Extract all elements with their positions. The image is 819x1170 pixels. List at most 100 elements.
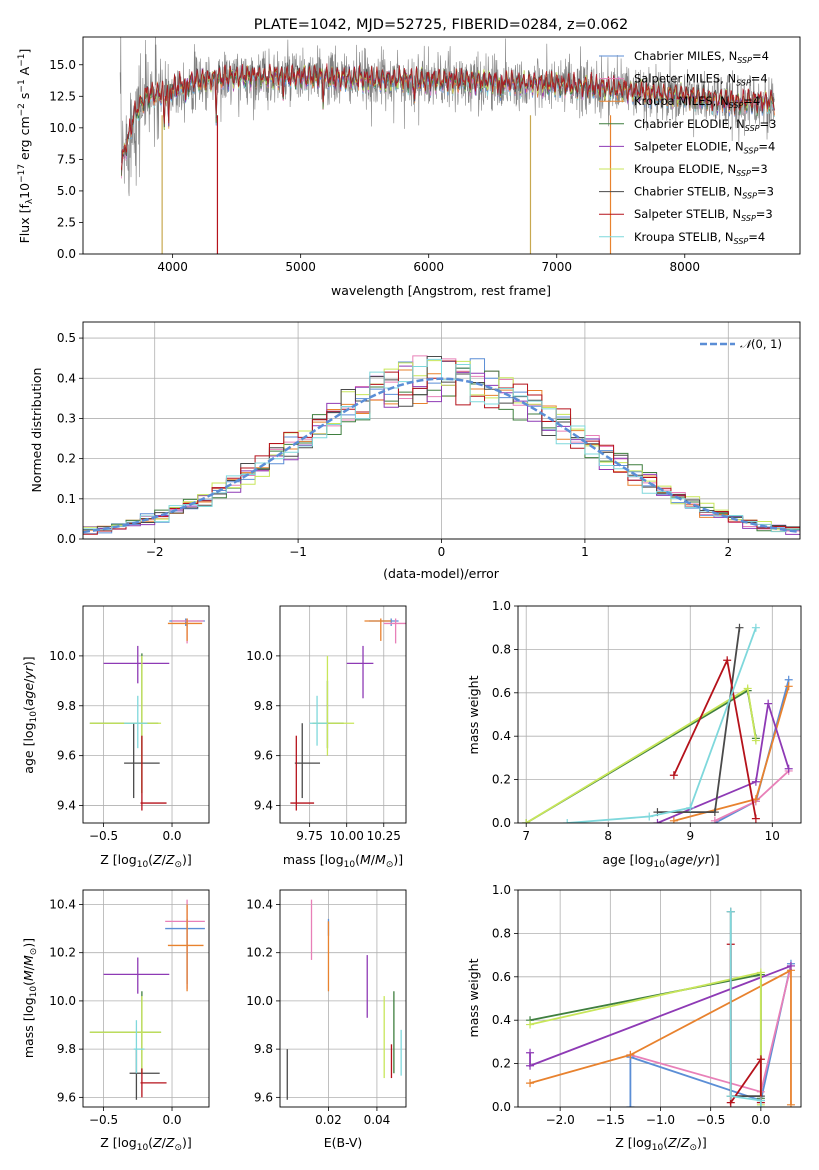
- legend-label: Kroupa STELIB, NSSP=4: [634, 230, 765, 246]
- mass-vs-extinction-plot: 0.02 0.04 9.6 9.8 10.0 10.2 10.4: [246, 889, 407, 1127]
- weight-marker: [686, 803, 695, 812]
- y-tick-label: 9.6: [57, 749, 76, 763]
- weight-marker: [723, 656, 732, 665]
- weight-marker: [522, 819, 531, 823]
- weight-marker: [526, 1020, 535, 1029]
- spectrum-xlabel: wavelength [Angstrom, rest frame]: [331, 283, 551, 298]
- x-tick-label: 10.00: [330, 829, 364, 843]
- residual-xlabel: (data-model)/error: [383, 566, 500, 581]
- weight-line: [525, 686, 757, 823]
- legend-count: =3: [760, 117, 777, 131]
- y-tick-label: 0.6: [492, 970, 511, 984]
- residual-panel: −2 −1 0 1 2 0.0 0.1 0.2 0.3 0.4 0.5 (data-model)/e…: [29, 321, 801, 581]
- errorbars: [290, 618, 406, 811]
- y-tick-label: 9.8: [254, 699, 273, 713]
- y-tick-label: 0.0: [57, 247, 76, 261]
- weight-vs-metallicity-panel: −2.0 −1.5 −1.0 −0.5 0.0 0.0 0.2 0.4 0.6 0.8 1.0 Z …: [466, 883, 802, 1153]
- y-tick-label: 12.5: [49, 89, 76, 103]
- legend-label: Salpeter STELIB, NSSP=3: [634, 207, 773, 223]
- weight-vs-age-plot: 7 8 9 10 0.0 0.2 0.4 0.6 0.8 1.0: [492, 599, 802, 843]
- x-tick-label: 10.25: [367, 829, 401, 843]
- spectrum-ylabel: Flux [fλ10−17 erg cm−2 s−1 A−1]: [17, 49, 35, 244]
- x-tick-label: 0: [438, 545, 446, 559]
- x-tick-label: 9: [686, 829, 694, 843]
- y-tick-label: 9.8: [57, 1042, 76, 1056]
- y-tick-label: 9.8: [57, 699, 76, 713]
- axes-frame: [517, 889, 802, 1108]
- weight-marker: [526, 1048, 535, 1057]
- spectrum-plot-area: 4000 5000 6000 7000 8000 0.0 2.5 5.0 7.5 10.0 12.5…: [49, 36, 801, 274]
- y-tick-label: 0.8: [492, 642, 511, 656]
- y-tick-label: 1.0: [492, 883, 511, 897]
- y-tick-label: 0.6: [492, 686, 511, 700]
- y-tick-label: 1.0: [492, 599, 511, 613]
- weight-vs-age-ylabel: mass weight: [466, 675, 481, 754]
- weight-line: [529, 971, 762, 1105]
- axes-frame: [82, 889, 210, 1108]
- y-tick-label: 0.4: [57, 371, 76, 385]
- weight-line: [567, 627, 757, 823]
- weight-vs-age-panel: 7 8 9 10 0.0 0.2 0.4 0.6 0.8 1.0 age [log10(age/y…: [466, 599, 802, 870]
- weight-marker: [743, 684, 752, 693]
- age-vs-mass-panel: 9.75 10.00 10.25 9.4 9.6 9.8 10.0 mass [log10(…: [246, 605, 407, 870]
- weight-marker: [726, 907, 735, 916]
- y-tick-label: 0.0: [492, 1100, 511, 1114]
- y-tick-label: 10.4: [246, 897, 273, 911]
- weight-marker: [756, 1055, 765, 1064]
- weight-marker: [784, 764, 793, 773]
- legend-count: =4: [758, 139, 775, 153]
- spectrum-legend: Chabrier MILES, NSSP=4 Salpeter MILES, NS…: [599, 49, 776, 246]
- y-tick-label: 10.2: [246, 946, 273, 960]
- residual-legend: 𝒩(0, 1): [700, 337, 782, 351]
- axes-frame: [517, 605, 802, 824]
- residual-ylabel: Normed distribution: [29, 368, 44, 493]
- y-tick-label: 0.4: [492, 1013, 511, 1027]
- age-vs-mass-xlabel: mass [log10(M/M⊙)]: [283, 852, 403, 870]
- legend-subscript: SSP: [745, 124, 760, 133]
- x-tick-label: 4000: [157, 260, 188, 274]
- x-tick-label: −0.5: [696, 1113, 725, 1127]
- weight-marker: [710, 808, 719, 817]
- legend-count: =4: [751, 72, 768, 86]
- normal-legend-label: 𝒩(0, 1): [740, 337, 782, 351]
- age-vs-mass-plot: 9.75 10.00 10.25 9.4 9.6 9.8 10.0: [246, 605, 407, 843]
- legend-count: =3: [757, 185, 774, 199]
- x-tick-label: −1.0: [646, 1113, 675, 1127]
- x-tick-label: −0.5: [89, 829, 118, 843]
- mass-vs-metallicity-plot: −0.5 0.0 9.6 9.8 10.0 10.2 10.4: [49, 889, 210, 1127]
- y-tick-label: 0.0: [492, 816, 511, 830]
- legend-subscript: SSP: [736, 79, 751, 88]
- y-tick-label: 2.5: [57, 215, 76, 229]
- y-tick-label: 10.0: [246, 649, 273, 663]
- weight-marker: [751, 623, 760, 632]
- x-tick-label: −2.0: [546, 1113, 575, 1127]
- legend-count: =4: [748, 230, 765, 244]
- weight-line: [729, 944, 762, 1106]
- y-tick-label: 5.0: [57, 184, 76, 198]
- mass-vs-metallicity-panel: −0.5 0.0 9.6 9.8 10.0 10.2 10.4 Z [log10(Z/Z⊙)…: [21, 889, 210, 1153]
- y-tick-label: 9.6: [254, 749, 273, 763]
- axes-frame: [279, 889, 407, 1108]
- legend-label: Kroupa ELODIE, NSSP=3: [634, 162, 768, 178]
- y-tick-label: 0.2: [492, 1057, 511, 1071]
- weight-marker: [710, 816, 719, 823]
- y-tick-label: 10.0: [49, 994, 76, 1008]
- weight-lines: [526, 907, 795, 1107]
- y-tick-label: 7.5: [57, 152, 76, 166]
- y-tick-label: 0.3: [57, 411, 76, 425]
- y-tick-label: 0.2: [492, 773, 511, 787]
- weight-marker: [563, 819, 572, 823]
- y-tick-label: 9.6: [57, 1090, 76, 1104]
- y-tick-label: 0.2: [57, 452, 76, 466]
- x-tick-label: 8000: [669, 260, 700, 274]
- y-tick-label: 10.4: [49, 897, 76, 911]
- y-tick-label: 9.4: [57, 799, 76, 813]
- y-tick-label: 0.1: [57, 492, 76, 506]
- y-tick-label: 9.4: [254, 799, 273, 813]
- x-tick-label: 6000: [413, 260, 444, 274]
- legend-count: =4: [743, 94, 760, 108]
- y-tick-label: 10.2: [49, 946, 76, 960]
- weight-vs-metallicity-ylabel: mass weight: [466, 958, 481, 1037]
- weight-marker: [626, 1103, 635, 1107]
- legend-count: =3: [751, 162, 768, 176]
